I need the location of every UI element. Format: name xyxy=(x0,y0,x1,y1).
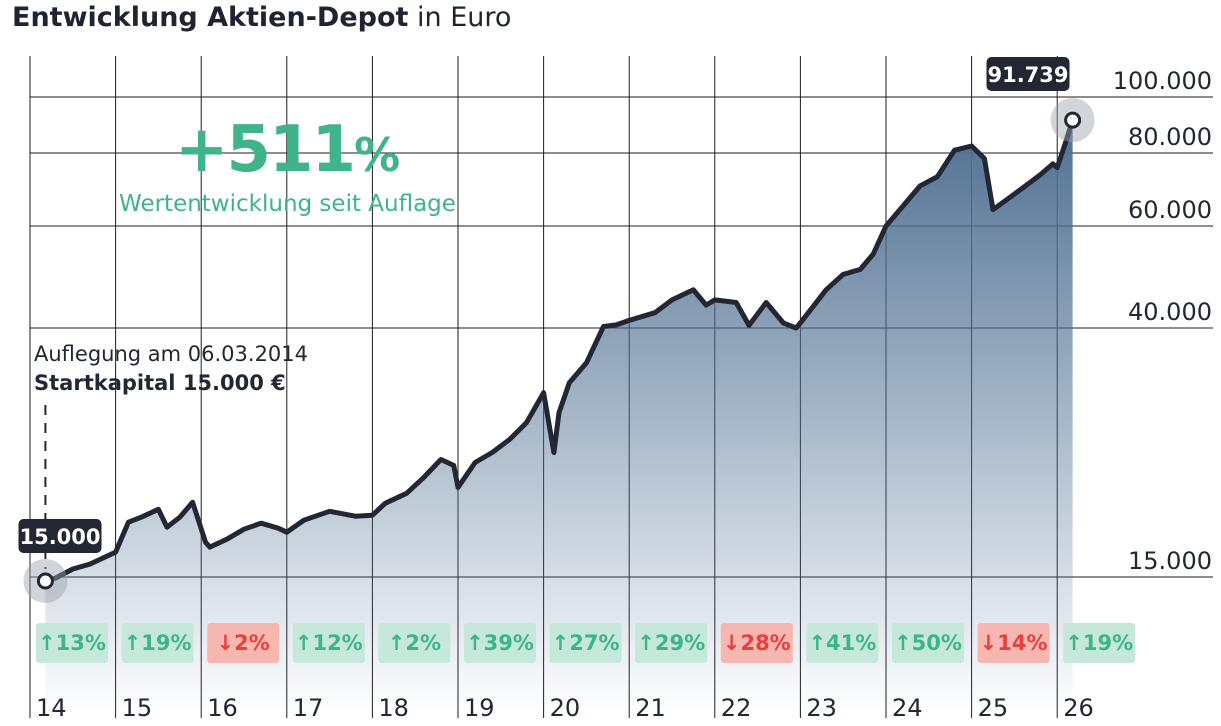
y-tick-label: 60.000 xyxy=(1128,196,1212,224)
return-badge xyxy=(806,623,879,663)
return-badge xyxy=(378,623,451,663)
return-badge xyxy=(892,623,964,663)
return-badge xyxy=(464,623,536,663)
portfolio-line xyxy=(42,117,1076,584)
chart-title: Entwicklung Aktien-Depot in Euro xyxy=(12,2,511,33)
x-tick-label: 18 xyxy=(378,694,409,722)
return-badge xyxy=(207,623,280,663)
y-tick-label: 100.000 xyxy=(1113,67,1212,95)
end-value-label-box xyxy=(986,57,1070,91)
return-badge-label: ↓2% xyxy=(217,631,270,655)
x-tick-label: 24 xyxy=(892,694,923,722)
y-tick-label-bg xyxy=(1112,64,1216,94)
return-badge xyxy=(121,623,194,663)
return-badge-label: ↑41% xyxy=(808,631,876,655)
x-tick-label: 20 xyxy=(550,694,581,722)
x-tick-label: 22 xyxy=(721,694,752,722)
start-capital: Startkapital 15.000 € xyxy=(34,371,286,395)
return-badge xyxy=(292,623,365,663)
return-badge-label: ↑19% xyxy=(124,631,192,655)
return-badge-label: ↓28% xyxy=(723,631,791,655)
return-badge xyxy=(36,623,108,663)
x-tick-label: 25 xyxy=(978,694,1009,722)
chart-title-main: Entwicklung Aktien-Depot xyxy=(12,2,409,33)
launch-date: Auflegung am 06.03.2014 xyxy=(34,342,309,366)
performance-highlight: +511% Wertentwicklung seit Auflage xyxy=(100,112,475,217)
y-tick-label: 15.000 xyxy=(1128,547,1212,575)
return-badge xyxy=(720,623,793,663)
return-badge-label: ↑12% xyxy=(295,631,363,655)
x-tick-label: 21 xyxy=(635,694,666,722)
x-tick-label: 19 xyxy=(464,694,495,722)
return-badge-label: ↑2% xyxy=(388,631,441,655)
chart-title-unit: in Euro xyxy=(417,2,512,33)
return-badge-label: ↑27% xyxy=(552,631,620,655)
y-tick-label-bg xyxy=(1112,544,1216,574)
performance-value: +511% xyxy=(100,112,475,193)
y-tick-label-bg xyxy=(1112,295,1216,325)
return-badge xyxy=(977,623,1050,663)
start-value-label: 15.000 xyxy=(19,525,100,549)
y-tick-label-bg xyxy=(1112,120,1216,150)
performance-number: +511 xyxy=(174,113,356,187)
end-point xyxy=(1064,111,1082,129)
return-badge xyxy=(549,623,622,663)
x-tick-label: 17 xyxy=(293,694,324,722)
performance-caption: Wertentwicklung seit Auflage xyxy=(119,191,456,217)
return-badge xyxy=(635,623,708,663)
return-badge-label: ↑29% xyxy=(637,631,705,655)
launch-note: Auflegung am 06.03.2014 Startkapital 15.… xyxy=(34,340,308,398)
x-tick-label: 16 xyxy=(207,694,238,722)
x-tick-label: 23 xyxy=(806,694,837,722)
performance-percent-sign: % xyxy=(354,128,401,182)
x-tick-label: 26 xyxy=(1063,694,1094,722)
start-point xyxy=(36,572,54,590)
x-tick-label: 15 xyxy=(122,694,153,722)
return-badge-label: ↓14% xyxy=(980,631,1048,655)
x-tick-label: 14 xyxy=(36,694,67,722)
y-tick-label: 80.000 xyxy=(1128,123,1212,151)
return-badge-label: ↑19% xyxy=(1065,631,1133,655)
y-tick-label: 40.000 xyxy=(1128,298,1212,326)
end-value-label: 91.739 xyxy=(987,63,1068,87)
return-badge-label: ↑50% xyxy=(894,631,962,655)
y-tick-label-bg xyxy=(1112,193,1216,223)
return-badge-label: ↑13% xyxy=(38,631,106,655)
start-value-label-box xyxy=(18,519,102,553)
return-badge xyxy=(1063,623,1136,663)
return-badge-label: ↑39% xyxy=(466,631,534,655)
